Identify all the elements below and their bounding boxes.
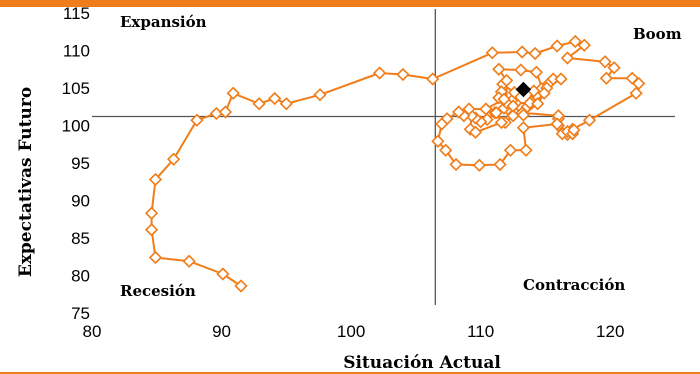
data-point-marker [372,66,387,80]
y-tick-label: 80 [71,267,90,286]
data-point-marker [472,158,487,172]
data-point-marker [577,38,591,52]
data-point-marker [493,157,507,172]
data-point-marker [516,108,531,122]
data-point-marker [396,67,410,82]
data-point-marker [528,46,542,61]
data-point-marker [426,72,440,86]
y-tick-label: 105 [62,79,90,98]
x-axis-title: Situación Actual [343,353,501,373]
data-point-marker [560,51,575,65]
data-point-marker [550,117,564,131]
data-point-marker [190,113,204,127]
data-point-marker [489,106,503,120]
x-tick-label: 110 [467,322,494,341]
data-point-marker [218,105,233,119]
quadrant-label-boom: Boom [633,25,682,43]
data-point-marker [537,86,551,100]
data-point-marker [468,125,483,139]
y-tick-label: 75 [71,304,90,323]
data-point-marker [529,65,544,79]
data-point-marker [598,55,612,69]
y-tick-label: 90 [71,192,90,211]
data-point-marker [279,97,293,111]
data-point-marker [514,63,528,77]
quadrant-label-contraction: Contracción [523,276,625,294]
current-point-marker [515,81,532,98]
data-point-marker [144,206,159,220]
data-point-marker [209,106,224,121]
quadrant-label-recession: Recesión [120,282,196,300]
data-point-marker [485,46,499,60]
series-layer [144,34,646,293]
data-point-marker [452,105,466,119]
data-point-marker [252,97,266,111]
data-point-marker [166,152,181,166]
data-point-marker [506,109,520,123]
reference-lines [92,9,675,305]
y-tick-label: 100 [62,117,90,136]
data-point-marker [523,96,537,110]
bottom-accent-line [0,372,700,374]
data-point-marker [503,143,518,157]
data-point-marker [148,250,163,265]
data-point-marker [568,34,582,49]
x-tick-label: 80 [83,322,102,341]
data-point-marker [144,223,159,237]
data-point-marker [629,86,643,100]
data-point-marker [313,88,327,102]
top-accent-bar [0,0,700,7]
y-tick-label: 115 [63,4,90,23]
data-point-marker [582,113,597,127]
data-point-marker [492,62,506,76]
data-point-marker [632,76,646,91]
data-point-marker [268,91,282,106]
data-point-marker [148,172,163,187]
data-point-marker [216,267,230,281]
data-point-marker [499,73,514,88]
y-tick-label: 110 [63,42,90,61]
data-point-marker [494,115,509,130]
data-point-marker [567,123,581,137]
data-point-marker [516,121,531,135]
data-point-marker [497,92,511,106]
data-point-marker [607,61,621,75]
quadrant-label-expansion: Expansión [120,13,207,31]
y-tick-label: 85 [71,229,90,248]
data-point-marker [515,45,529,59]
data-point-marker [479,102,493,116]
data-point-marker [554,72,568,86]
data-point-marker [439,143,453,157]
data-point-marker [449,157,463,172]
y-axis-ticks: 75 80 85 90 95 100 105 110 115 [62,4,90,323]
data-point-marker [226,86,240,100]
data-point-marker [435,117,449,131]
data-point-marker [519,143,533,157]
data-point-marker [234,279,248,293]
data-point-marker [550,39,564,53]
y-tick-label: 95 [71,154,90,173]
data-point-marker [506,99,520,113]
data-point-marker [431,134,445,148]
x-axis-ticks: 80 90 100 110 120 [83,322,625,341]
x-tick-label: 120 [596,322,624,341]
data-point-marker [599,71,613,85]
x-tick-label: 100 [337,322,365,341]
data-point-marker [531,97,545,111]
y-axis-title: Expectativas Futuro [16,87,36,277]
x-tick-label: 90 [212,322,231,341]
data-point-marker [182,254,196,268]
